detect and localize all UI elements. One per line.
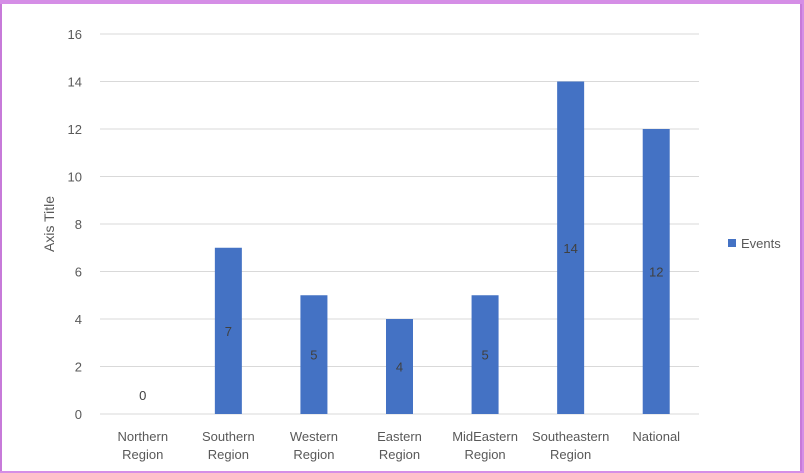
data-label: 5 [481, 348, 488, 363]
y-tick-label: 4 [75, 312, 82, 327]
x-tick-label: Western Region [290, 429, 338, 462]
x-tick-label: Southeastern Region [532, 429, 609, 462]
bar [557, 81, 585, 414]
data-label: 0 [139, 388, 146, 403]
bar [471, 295, 499, 414]
x-tick-label: National [632, 429, 680, 444]
x-tick-label: Eastern Region [377, 429, 422, 462]
bar [300, 295, 328, 414]
data-labels: 0 7 5 4 5 14 12 [139, 241, 663, 403]
y-tick-label: 14 [68, 75, 82, 90]
data-label: 7 [225, 324, 232, 339]
bar [214, 247, 242, 414]
bar-chart: 0 2 4 6 8 10 12 14 16 Axis Title 0 7 5 4 5 14 12 North… [41, 27, 781, 462]
y-tick-label: 2 [75, 360, 82, 375]
legend: Events [728, 236, 781, 251]
gridlines [100, 33, 699, 415]
x-tick-label: Southern Region [202, 429, 255, 462]
bar [642, 129, 670, 414]
x-tick-label: MidEastern Region [452, 429, 518, 462]
y-tick-label: 16 [68, 27, 82, 42]
data-label: 5 [310, 348, 317, 363]
y-tick-label: 0 [75, 407, 82, 422]
legend-swatch [728, 239, 736, 247]
y-tick-label: 6 [75, 265, 82, 280]
data-label: 14 [563, 241, 577, 256]
x-tick-label: Northern Region [117, 429, 168, 462]
chart-frame: 0 2 4 6 8 10 12 14 16 Axis Title 0 7 5 4 5 14 12 North… [0, 4, 802, 471]
bar [386, 319, 413, 414]
x-axis-ticks: Northern Region Southern Region Western Regio… [117, 429, 680, 462]
y-tick-label: 8 [75, 217, 82, 232]
bars [214, 81, 670, 414]
y-axis-title: Axis Title [41, 196, 57, 252]
data-label: 4 [396, 360, 403, 375]
y-tick-label: 12 [68, 122, 82, 137]
y-axis-ticks: 0 2 4 6 8 10 12 14 16 [68, 27, 82, 422]
legend-label: Events [741, 236, 781, 251]
y-tick-label: 10 [68, 170, 82, 185]
data-label: 12 [649, 265, 663, 280]
